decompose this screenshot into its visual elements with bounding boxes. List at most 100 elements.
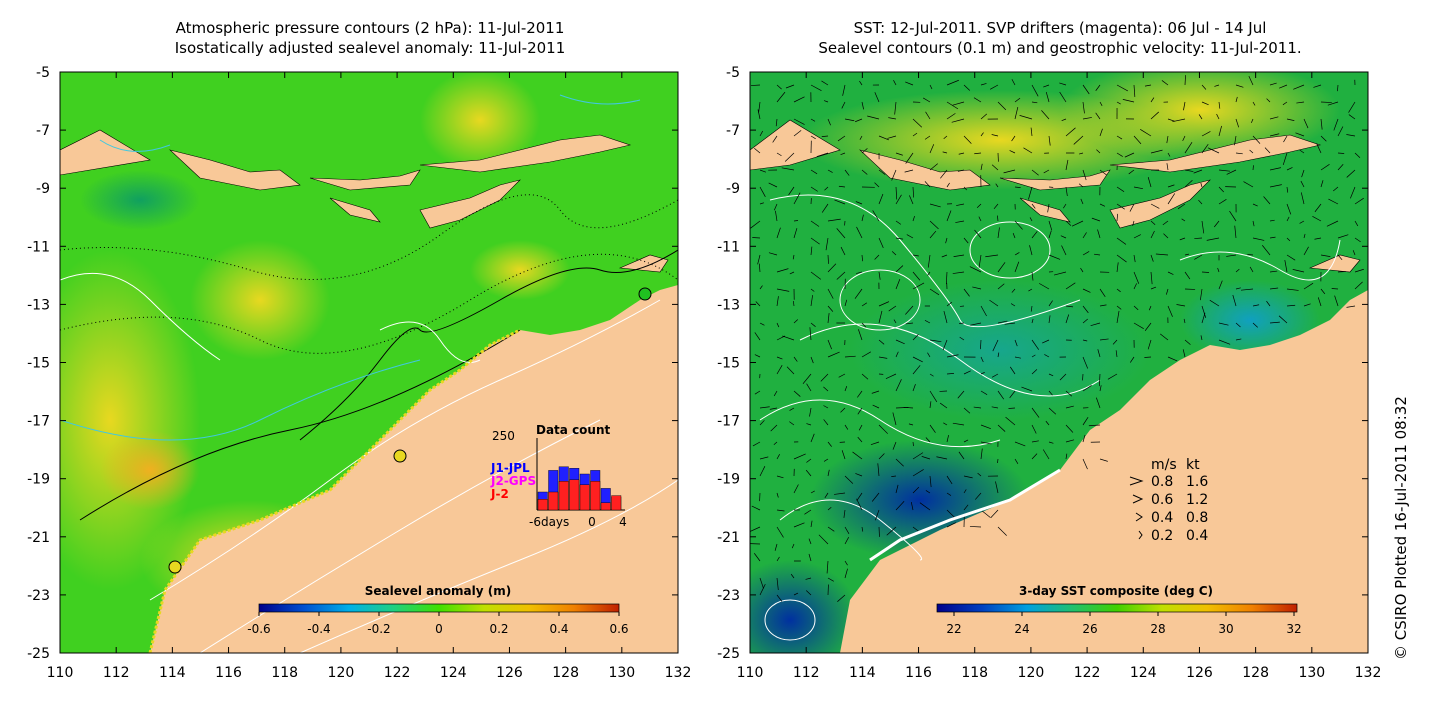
- velocity-arrow: [895, 237, 904, 240]
- velocity-arrow: [946, 373, 954, 375]
- velocity-arrow: [810, 520, 813, 528]
- velocity-arrow: [759, 466, 766, 477]
- velocity-arrow: [963, 504, 969, 511]
- velocity-arrow: [827, 305, 834, 312]
- velocity-arrow: [1279, 84, 1288, 89]
- right-colorbar-tick-label: 26: [1082, 622, 1097, 636]
- velocity-arrow: [1232, 294, 1237, 307]
- velocity-arrow: [1348, 101, 1356, 113]
- velocity-arrow: [927, 271, 931, 276]
- left-coastline-dotted: [148, 328, 521, 653]
- left-ytick-label: -15: [27, 356, 50, 372]
- velocity-arrow: [980, 424, 991, 430]
- velocity-arrow: [1065, 305, 1074, 308]
- velocity-arrow: [821, 203, 829, 213]
- right-title-line2: Sealevel contours (0.1 m) and geostrophi…: [818, 39, 1302, 57]
- velocity-arrow: [955, 220, 965, 223]
- velocity-arrow: [1354, 197, 1364, 205]
- velocity-arrow: [929, 401, 932, 409]
- velocity-arrow: [953, 254, 965, 257]
- velocity-arrow: [861, 302, 868, 307]
- velocity-arrow: [1009, 366, 1016, 375]
- velocity-arrow: [1144, 84, 1152, 87]
- velocity-arrow: [1107, 373, 1118, 380]
- velocity-arrow: [1284, 259, 1288, 273]
- velocity-arrow: [1147, 339, 1152, 350]
- right-xtick-label: 124: [1130, 665, 1157, 681]
- right-title-line1: SST: 12-Jul-2011. SVP drifters (magenta)…: [853, 19, 1267, 37]
- velocity-arrow: [1167, 152, 1171, 157]
- velocity-arrow: [1303, 303, 1311, 307]
- velocity-arrow: [1150, 254, 1154, 262]
- right-colorbar-title: 3-day SST composite (deg C): [1019, 584, 1213, 598]
- left-colorbar: Sealevel anomaly (m) -0.6 -0.4 -0.2 0 0.2 0.4…: [247, 584, 628, 636]
- velocity-legend: m/s kt 0.8 1.6 0.6 1.2 0.4 0.8 0.2 0.4: [1129, 457, 1208, 544]
- inset-bar-j2: [548, 491, 559, 511]
- velocity-arrow: [997, 227, 1000, 239]
- velocity-arrow: [1031, 169, 1039, 176]
- velocity-arrow: [1116, 288, 1121, 293]
- velocity-arrow: [1182, 135, 1186, 142]
- velocity-arrow: [1090, 322, 1101, 326]
- right-xtick-label: 122: [1074, 665, 1101, 681]
- velocity-arrow: [1150, 230, 1155, 239]
- left-colorbar-ticks: -0.6 -0.4 -0.2 0 0.2 0.4 0.6: [247, 612, 629, 636]
- velocity-arrow: [1116, 262, 1119, 273]
- velocity-arrow: [1082, 339, 1088, 342]
- velocity-arrow: [754, 390, 761, 395]
- velocity-arrow: [775, 210, 778, 222]
- velocity-arrow: [827, 506, 832, 511]
- velocity-arrow: [1031, 354, 1036, 358]
- velocity-arrow: [946, 492, 952, 496]
- velocity-arrow: [878, 193, 884, 205]
- right-colorbar-tick-label: 32: [1286, 622, 1301, 636]
- velocity-arrow: [1218, 125, 1222, 137]
- left-station-marker-a: [393, 449, 407, 463]
- velocity-arrow: [943, 422, 948, 426]
- velocity-arrow: [1030, 305, 1033, 312]
- velocity-arrow: [1095, 112, 1101, 120]
- velocity-arrow: [990, 509, 999, 518]
- velocity-arrow: [878, 135, 890, 141]
- velocity-arrows: [750, 75, 1364, 602]
- velocity-arrow: [1167, 356, 1178, 362]
- velocity-arrow: [1320, 254, 1331, 257]
- velocity-arrow: [1235, 152, 1243, 155]
- velocity-arrow: [1133, 135, 1142, 145]
- velocity-arrow: [1269, 270, 1278, 273]
- velocity-arrow: [1060, 235, 1067, 239]
- velocity-arrow: [1337, 254, 1343, 261]
- velocity-arrow: [776, 454, 780, 460]
- velocity-arrow: [1312, 216, 1322, 222]
- velocity-arrow: [861, 526, 864, 532]
- left-colorbar-tick-label: -0.4: [307, 622, 330, 636]
- velocity-arrow: [1333, 118, 1339, 131]
- velocity-arrow: [1065, 424, 1074, 433]
- velocity-arrow: [1096, 149, 1101, 154]
- velocity-arrow: [827, 339, 832, 350]
- right-colorbar-tick-label: 30: [1218, 622, 1233, 636]
- velocity-arrow: [939, 402, 948, 409]
- velocity-arrow: [768, 252, 778, 256]
- velocity-arrow: [840, 246, 846, 256]
- velocity-arrow: [976, 203, 982, 208]
- right-colorbar: 3-day SST composite (deg C) 22 24 26 28 30 32: [936, 584, 1302, 636]
- velocity-arrow: [759, 577, 764, 589]
- velocity-arrow: [1031, 231, 1038, 239]
- velocity-arrow: [1218, 322, 1229, 326]
- velocity-arrow: [1009, 390, 1016, 399]
- velocity-arrow: [770, 424, 778, 432]
- velocity-arrow: [804, 509, 812, 515]
- left-land-australia: [150, 285, 678, 653]
- velocity-arrow: [1097, 229, 1101, 239]
- velocity-arrow: [1269, 133, 1280, 137]
- velocity-arrow: [872, 404, 880, 409]
- velocity-arrow: [980, 441, 992, 445]
- velocity-arrow: [842, 84, 846, 96]
- velocity-arrow: [1179, 237, 1186, 241]
- velocity-arrow: [1065, 390, 1073, 397]
- velocity-arrow: [1326, 220, 1339, 227]
- velocity-arrow: [861, 148, 868, 154]
- velocity-arrow: [1286, 237, 1291, 242]
- velocity-arrow: [758, 263, 761, 273]
